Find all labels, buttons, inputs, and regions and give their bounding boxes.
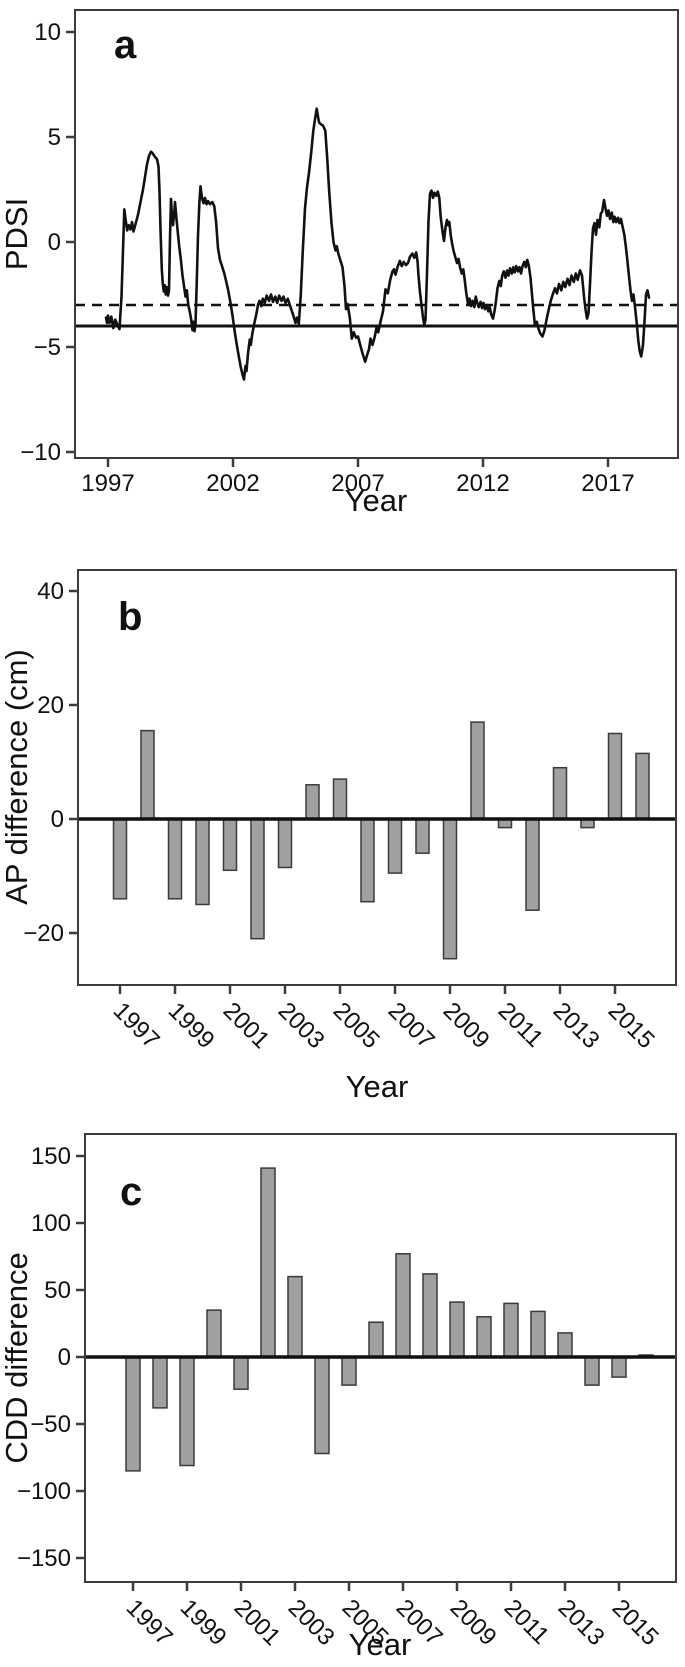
x-tick-label: 2007: [383, 997, 440, 1054]
panel-b: 40 20 0 −20 1997 1999 2001 2003 2005 2007 2009 2011…: [0, 515, 685, 1115]
x-tick-label: 2017: [581, 470, 634, 497]
y-tick-label: −150: [17, 1545, 71, 1572]
x-tick-label: 2013: [548, 997, 605, 1054]
y-tick-label: 50: [44, 1277, 71, 1304]
y-tick-label: 100: [31, 1210, 71, 1237]
bar-2009: [442, 818, 458, 960]
bar-2008: [415, 818, 430, 854]
bar-2011: [503, 1302, 519, 1358]
y-tick-label: 0: [48, 229, 61, 256]
x-tick-label: 2001: [229, 1594, 286, 1651]
bar-1997: [112, 818, 128, 900]
x-tick-label: 2015: [607, 1594, 664, 1651]
bar-2005: [341, 1356, 357, 1386]
x-tick-label: 2009: [438, 997, 495, 1054]
bar-2014: [584, 1356, 600, 1386]
bar-2012: [530, 1310, 546, 1358]
panel-c: 150 100 50 0 −50 −100 −150 1997 1999 2001 2003 2005…: [0, 1115, 685, 1667]
bar-2009: [449, 1301, 465, 1358]
bar-2010: [476, 1316, 492, 1358]
panel-a-plot-area: 10 5 0 −5 −10 1997 2002 2007 2012 2017: [20, 9, 679, 497]
x-tick-label: 2003: [283, 1594, 340, 1651]
y-tick-label: −20: [23, 920, 64, 947]
panel-c-y-axis-title: CDD difference: [0, 1252, 34, 1463]
y-tick-label: −100: [17, 1478, 71, 1505]
x-tick-label: 1997: [81, 470, 134, 497]
bar-2004: [305, 784, 320, 820]
x-tick-label: 2013: [553, 1594, 610, 1651]
x-tick-label: 1999: [163, 997, 220, 1054]
x-tick-label: 2005: [328, 997, 385, 1054]
bar-2001: [233, 1356, 249, 1390]
panel-b-plot-area: 40 20 0 −20 19971999200120032005200720092011…: [23, 569, 677, 1054]
y-tick-label: 5: [48, 124, 61, 151]
bar-2000: [195, 818, 210, 906]
bar-2010: [470, 721, 485, 820]
bar-2003: [287, 1275, 303, 1358]
y-tick-label: −5: [34, 334, 61, 361]
y-tick-label: 0: [51, 806, 64, 833]
y-tick-label: 150: [31, 1143, 71, 1170]
y-tick-label: 40: [37, 578, 64, 605]
plot-border: [74, 9, 679, 459]
bar-2008: [422, 1273, 438, 1358]
y-tick-label: −50: [30, 1411, 71, 1438]
x-tick-label: 2003: [273, 997, 330, 1054]
x-tick-label: 2002: [206, 470, 259, 497]
x-tick-label: 2011: [493, 997, 549, 1053]
bar-2002: [250, 818, 265, 940]
y-tick-label: −10: [20, 439, 61, 466]
bar-1998: [140, 729, 155, 820]
panel-a-x-axis-title: Year: [345, 483, 408, 515]
bar-1999: [167, 818, 183, 900]
bar-2012: [525, 818, 540, 911]
bar-1998: [152, 1356, 168, 1409]
panel-c-x-axis-title: Year: [349, 1627, 412, 1662]
bar-2007: [387, 818, 403, 874]
ap-difference-bar-chart: 40 20 0 −20 19971999200120032005200720092011…: [0, 569, 677, 1104]
bar-2000: [206, 1309, 222, 1358]
panel-a: 10 5 0 −5 −10 1997 2002 2007 2012 2017 a PDSI Yea…: [0, 0, 685, 515]
x-tick-label: 2012: [456, 470, 509, 497]
bar-2013: [552, 766, 568, 820]
pdsi-series-line: [104, 107, 651, 381]
bar-1999: [179, 1356, 195, 1467]
bar-2015: [611, 1356, 627, 1378]
x-tick-label: 1997: [121, 1594, 178, 1651]
plot-border: [77, 569, 677, 986]
bar-2016: [635, 752, 650, 820]
bar-2006: [368, 1321, 384, 1358]
plot-border: [84, 1133, 677, 1583]
bar-2013: [557, 1332, 573, 1358]
x-tick-label: 2001: [218, 997, 275, 1054]
panel-a-y-axis-title: PDSI: [0, 198, 34, 270]
bar-2015: [607, 732, 623, 820]
bar-2004: [314, 1356, 330, 1455]
panel-a-letter: a: [114, 23, 137, 67]
panel-c-plot-area: 150100500−50−100−15019971999200120032005…: [17, 1133, 677, 1651]
x-tick-label: 2015: [603, 997, 660, 1054]
bar-2006: [360, 818, 375, 903]
bar-2002: [260, 1167, 276, 1358]
bar-1997: [125, 1356, 141, 1472]
x-tick-label: 1997: [108, 997, 165, 1054]
x-tick-label: 1999: [175, 1594, 232, 1651]
pdsi-line-chart: 10 5 0 −5 −10 1997 2002 2007 2012 2017 a PDSI Yea…: [0, 9, 679, 515]
bar-2001: [222, 818, 238, 872]
panel-b-y-axis-title: AP difference (cm): [0, 649, 34, 905]
panel-b-letter: b: [118, 595, 142, 639]
y-tick-label: 20: [37, 692, 64, 719]
bar-2007: [395, 1253, 411, 1358]
y-tick-label: 0: [58, 1344, 71, 1371]
y-tick-label: 10: [34, 19, 61, 46]
panel-b-x-axis-title: Year: [346, 1069, 409, 1104]
cdd-difference-bar-chart: 150100500−50−100−15019971999200120032005…: [0, 1133, 677, 1662]
bar-2003: [277, 818, 293, 869]
x-tick-label: 2011: [499, 1594, 555, 1650]
panel-c-letter: c: [120, 1170, 142, 1214]
x-tick-label: 2007: [331, 470, 384, 497]
x-tick-label: 2009: [445, 1594, 502, 1651]
bar-2005: [332, 778, 348, 820]
